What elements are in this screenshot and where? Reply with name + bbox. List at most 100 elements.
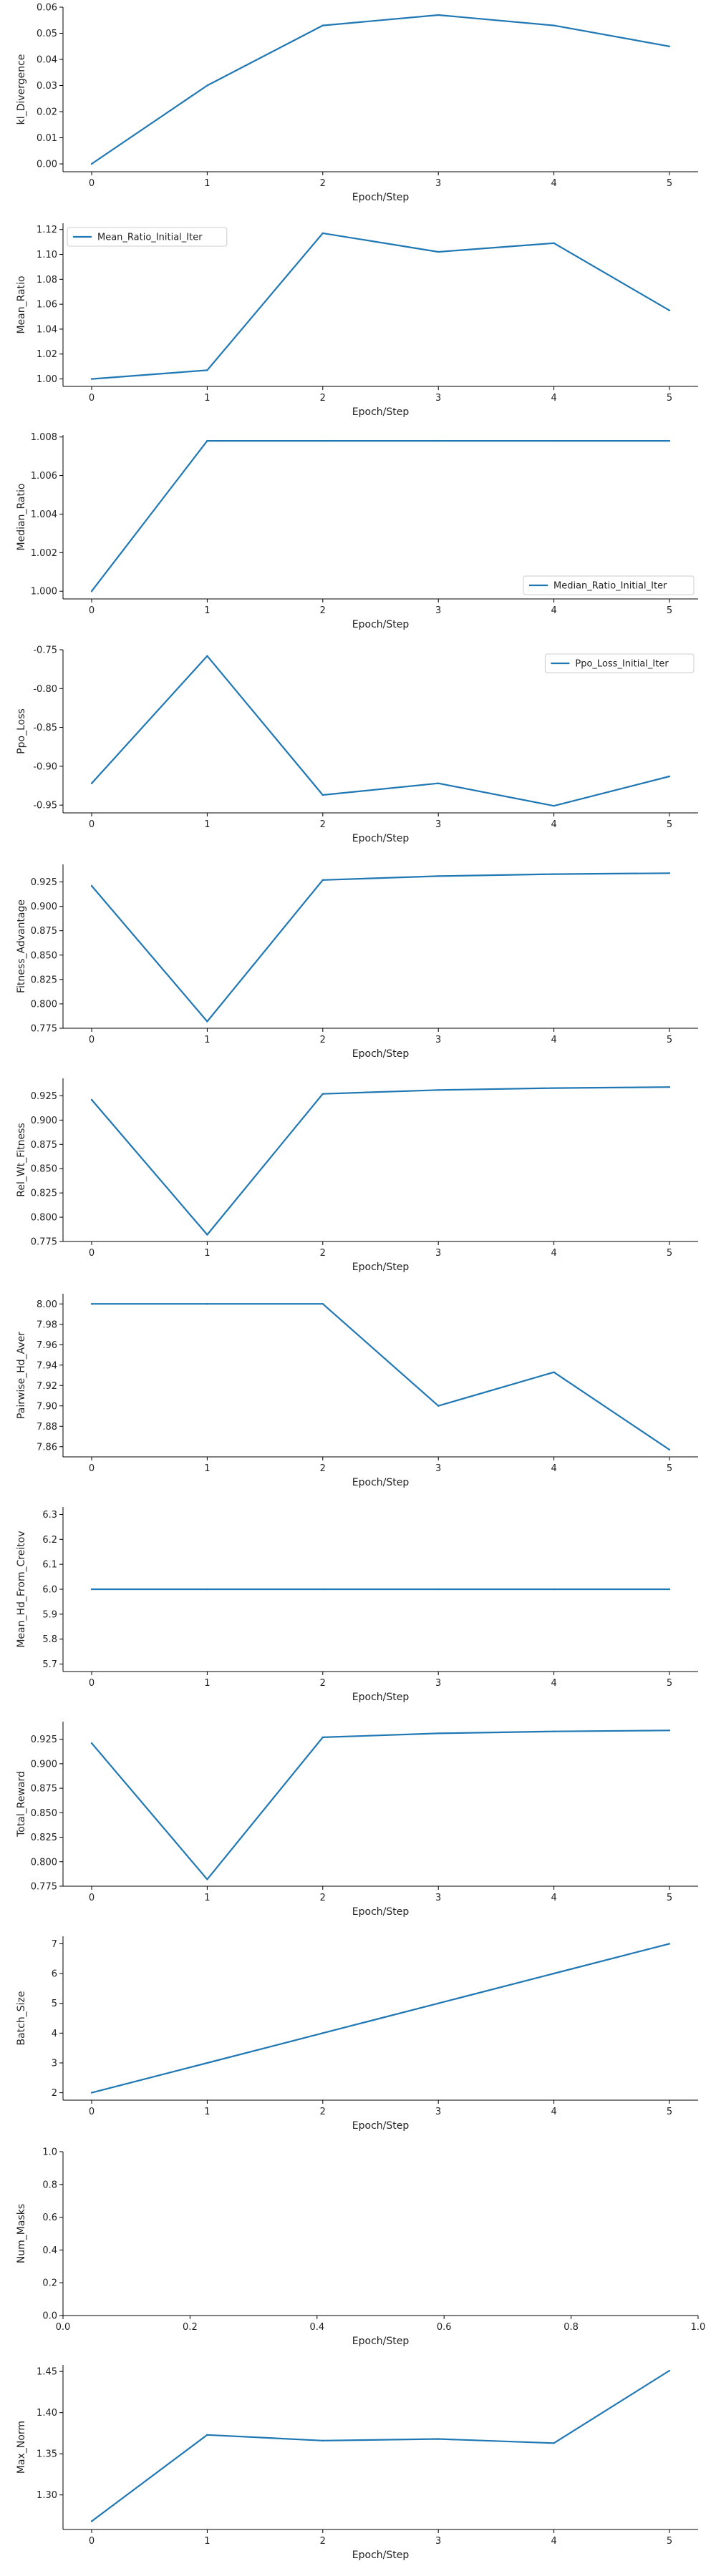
x-tick-label: 1.0 [691,2322,706,2333]
data-point [553,1730,555,1732]
x-tick-label: 3 [435,1893,441,1903]
x-axis-label: Epoch/Step [352,1477,410,1488]
x-tick-label: 0.0 [56,2322,71,2333]
y-tick-label: 1.004 [31,509,57,520]
x-tick-label: 4 [551,2107,556,2117]
data-point [321,879,324,882]
y-tick-label: -0.80 [33,684,57,695]
x-axis-label: Epoch/Step [352,1048,410,1060]
data-point [668,1588,671,1591]
y-tick-label: 0.02 [37,107,57,118]
x-tick-label: 3 [435,1248,441,1259]
x-tick-label: 0.6 [437,2322,452,2333]
y-tick-label: 0.775 [31,1237,57,1248]
y-tick-label: 7.90 [37,1401,57,1412]
data-point [668,309,671,312]
data-point [321,1736,324,1739]
data-point [206,1303,208,1305]
data-point [321,24,324,26]
data-point [437,782,440,784]
chart-panel-9: 2 3 4 5 6 7 0 1 2 3 4 5 Epoch/Step Batch_Size [16,1936,698,2132]
data-point [90,378,93,380]
data-point [553,873,555,875]
y-tick-label: 7.86 [37,1442,57,1453]
y-tick-label: 0.2 [42,2278,57,2289]
data-point [206,1588,208,1591]
x-tick-label: 5 [667,1463,672,1474]
legend-box [523,575,695,595]
data-point [668,775,671,778]
x-axis-label: Epoch/Step [352,833,410,844]
y-tick-label: 6.3 [42,1510,57,1521]
data-point [437,250,440,253]
y-tick-label: 0.925 [31,1735,57,1745]
data-point [321,794,324,796]
x-tick-label: 3 [435,178,441,189]
y-tick-label: 1.002 [31,548,57,559]
y-tick-label: 6.0 [42,1585,57,1596]
y-tick-label: 0.925 [31,877,57,888]
data-point [437,1732,440,1735]
x-tick-label: 1 [204,1463,210,1474]
series-line [91,439,669,592]
y-axis-label: kl_Divergence [16,54,27,125]
y-tick-label: 1.45 [37,2367,57,2378]
y-tick-label: 6.2 [42,1535,57,1546]
y-tick-label: 0.850 [31,1808,57,1819]
x-tick-label: 3 [435,1463,441,1474]
y-tick-label: 0.8 [42,2180,57,2190]
legend: Mean_Ratio_Initial_Iter [67,227,228,247]
y-tick-label: 1.006 [31,471,57,482]
y-tick-label: 0.4 [42,2245,57,2256]
x-tick-label: 3 [435,2107,441,2117]
x-tick-label: 3 [435,393,441,404]
series-line [91,14,670,165]
x-tick-label: 0.8 [563,2322,579,2333]
series-line [91,1943,670,2094]
x-tick-label: 2 [320,1678,326,1689]
x-tick-label: 2 [320,1035,326,1045]
y-tick-label: 1.04 [37,324,57,335]
y-tick-label: 0.825 [31,1189,57,1199]
data-point [668,1086,671,1088]
x-axis-label: Epoch/Step [352,1906,410,1918]
y-tick-label: 0.6 [42,2212,57,2223]
x-tick-label: 0 [89,1678,95,1689]
x-tick-label: 0 [89,1463,95,1474]
data-point [321,2032,324,2034]
data-point [90,1303,93,1305]
y-tick-label: 1.000 [31,587,57,597]
y-tick-label: 5.9 [42,1609,57,1620]
x-tick-label: 2 [320,178,326,189]
y-tick-label: 0.05 [37,29,57,39]
y-tick-label: 0.875 [31,1140,57,1151]
data-point [437,2002,440,2004]
x-tick-label: 3 [435,605,441,616]
y-axis-label: Batch_Size [16,1991,27,2046]
data-point [90,1742,93,1745]
y-axis-label: Median_Ratio [16,484,27,551]
data-point [437,1405,440,1407]
chart-panel-11: 1.30 1.35 1.40 1.45 0 1 2 3 4 5 Epoch/Step Max_Norm [16,2365,698,2561]
y-tick-label: 1.02 [37,349,57,360]
y-axis-label: Ppo_Loss [16,708,27,754]
y-tick-label: 1.12 [37,225,57,235]
series-line [91,1729,670,1880]
x-tick-label: 4 [551,819,556,830]
x-tick-label: 4 [551,178,556,189]
legend-box [67,227,228,247]
x-tick-label: 1 [204,2536,210,2547]
data-point [206,1020,208,1023]
legend-label: Ppo_Loss_Initial_Iter [575,659,669,670]
x-tick-label: 1 [204,393,210,404]
y-tick-label: 1.30 [37,2490,57,2501]
data-point [90,2520,93,2522]
chart-panel-5: 0.775 0.800 0.825 0.850 0.875 0.900 0.925 0 1 2 3 4… [16,1078,698,1273]
data-point [90,590,93,592]
y-tick-label: -0.95 [33,801,57,811]
x-tick-label: 0 [89,1248,95,1259]
y-axis-label: Num_Masks [16,2204,27,2263]
series-line [91,872,670,1023]
x-tick-label: 4 [551,2536,556,2547]
